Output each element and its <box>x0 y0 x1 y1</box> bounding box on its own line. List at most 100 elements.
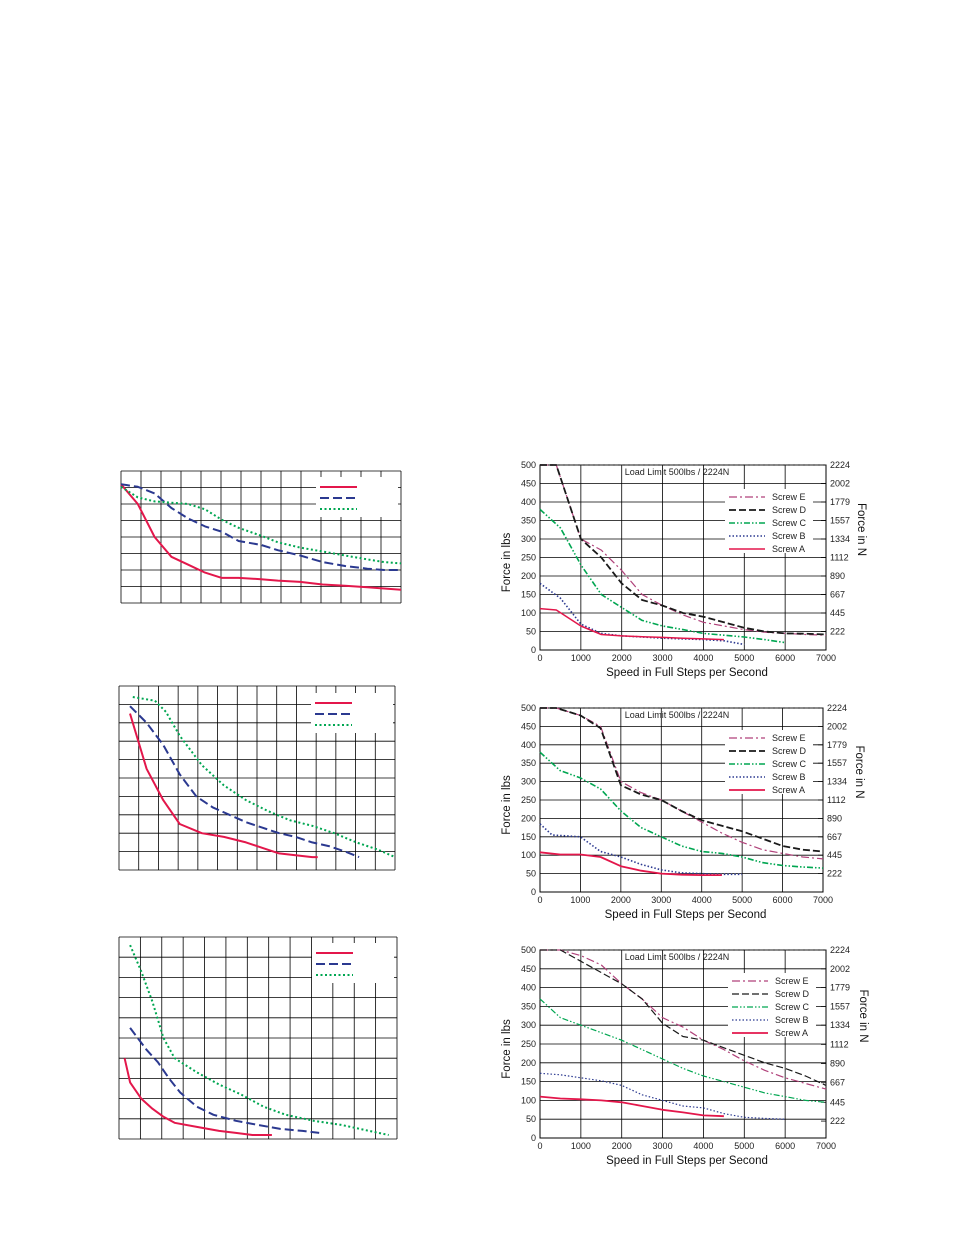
y-tick-label: 50 <box>526 869 536 879</box>
y2-tick-label: 1557 <box>830 1001 850 1011</box>
y-tick-label: 300 <box>521 534 536 544</box>
y2-tick-label: 445 <box>827 850 842 860</box>
series-line-a <box>539 1095 724 1118</box>
series-line-b <box>539 1072 786 1120</box>
x-tick-label: 3000 <box>653 1141 673 1151</box>
x-tick-label: 5000 <box>732 895 752 905</box>
y2-tick-label: 2002 <box>830 964 850 974</box>
series-line <box>132 696 396 859</box>
y2-tick-label: 2224 <box>830 945 850 955</box>
series-line-c <box>539 998 827 1103</box>
legend-box <box>316 477 398 517</box>
y2-tick-label: 1779 <box>827 740 847 750</box>
x-tick-label: 5000 <box>734 1141 754 1151</box>
y2-tick-label: 890 <box>827 813 842 823</box>
y2-tick-label: 222 <box>830 1116 845 1126</box>
y2-tick-label: 667 <box>830 1078 845 1088</box>
y-tick-label: 300 <box>521 1020 536 1030</box>
legend-label: Screw D <box>775 989 810 999</box>
legend-box <box>312 943 394 983</box>
y-tick-label: 450 <box>521 721 536 731</box>
x-axis-label: Speed in Full Steps per Second <box>606 1155 768 1167</box>
x-tick-label: 2000 <box>612 653 632 663</box>
y2-tick-label: 1112 <box>830 553 849 563</box>
y-tick-label: 450 <box>521 479 536 489</box>
load-limit-label: Load Limit 500lbs / 2224N <box>625 952 730 962</box>
y-tick-label: 350 <box>521 516 536 526</box>
y-tick-label: 150 <box>521 590 536 600</box>
x-tick-label: 1000 <box>570 895 590 905</box>
legend-label: Screw A <box>772 544 805 554</box>
x-tick-label: 4000 <box>693 1141 713 1151</box>
y2-tick-label: 2002 <box>830 479 850 489</box>
load-limit-label: Load Limit 500lbs / 2224N <box>625 710 730 720</box>
y-tick-label: 150 <box>521 832 536 842</box>
y2-tick-label: 222 <box>830 627 845 637</box>
legend-label: Screw C <box>772 759 807 769</box>
y-tick-label: 250 <box>521 1039 536 1049</box>
y2-tick-label: 2224 <box>830 460 850 470</box>
y-tick-label: 50 <box>526 627 536 637</box>
y-axis-label: Force in lbs <box>501 775 513 835</box>
y-axis-label: Force in lbs <box>501 533 513 593</box>
load-limit-label: Load Limit 500lbs / 2224N <box>625 467 730 477</box>
y2-tick-label: 445 <box>830 1097 845 1107</box>
legend-box <box>728 973 816 1037</box>
x-tick-label: 7000 <box>816 653 836 663</box>
series-line-b <box>539 823 743 876</box>
legend-label: Screw B <box>772 772 806 782</box>
x-tick-label: 4000 <box>692 895 712 905</box>
x-tick-label: 1000 <box>571 653 591 663</box>
y2-tick-label: 445 <box>830 608 845 618</box>
y-tick-label: 350 <box>521 1001 536 1011</box>
y-tick-label: 0 <box>531 1133 536 1143</box>
y-tick-label: 100 <box>521 1095 536 1105</box>
y-tick-label: 0 <box>531 645 536 655</box>
y-axis-label: Force in lbs <box>501 1019 513 1079</box>
series-line-c <box>539 508 786 644</box>
y2-tick-label: 1779 <box>830 497 850 507</box>
y2-tick-label: 1334 <box>827 777 847 787</box>
legend-label: Screw B <box>772 531 806 541</box>
y2-tick-label: 1112 <box>830 1039 849 1049</box>
x-tick-label: 7000 <box>816 1141 836 1151</box>
chart-right-2: 0 1000 2000 3000 4000 5000 6000 7000 0 50 100 150 20… <box>501 703 865 921</box>
legend-label: Screw E <box>772 492 806 502</box>
y-tick-label: 500 <box>521 703 536 713</box>
legend-label: Screw C <box>775 1002 810 1012</box>
series-line <box>129 1027 320 1134</box>
y-tick-label: 200 <box>521 813 536 823</box>
small-chart-left-1 <box>120 470 402 604</box>
series-line <box>129 705 360 859</box>
y-tick-label: 400 <box>521 983 536 993</box>
y2-tick-label: 1334 <box>830 534 850 544</box>
x-axis-label: Speed in Full Steps per Second <box>605 909 767 921</box>
legend-label: Screw D <box>772 746 807 756</box>
x-tick-label: 5000 <box>734 653 754 663</box>
y-tick-label: 100 <box>521 850 536 860</box>
series-line-a <box>539 851 722 876</box>
y-tick-label: 250 <box>521 795 536 805</box>
series-line-d <box>540 949 827 1086</box>
y-tick-label: 400 <box>521 740 536 750</box>
legend-label: Screw E <box>772 733 806 743</box>
x-tick-label: 0 <box>537 1141 542 1151</box>
y2-tick-label: 1557 <box>827 758 847 768</box>
y2-tick-label: 667 <box>830 590 845 600</box>
y-tick-label: 450 <box>521 964 536 974</box>
legend-label: Screw B <box>775 1015 809 1025</box>
x-tick-label: 2000 <box>611 895 631 905</box>
series-line <box>120 483 402 591</box>
y2-tick-label: 1779 <box>830 983 850 993</box>
small-chart-left-2 <box>118 685 396 871</box>
x-tick-label: 4000 <box>693 653 713 663</box>
x-tick-label: 7000 <box>813 895 833 905</box>
series-line <box>129 944 389 1136</box>
y-tick-label: 250 <box>521 553 536 563</box>
y2-axis-label: Force in N <box>857 989 869 1042</box>
y2-tick-label: 890 <box>830 1059 845 1069</box>
y-tick-label: 500 <box>521 460 536 470</box>
legend-label: Screw D <box>772 505 807 515</box>
x-tick-label: 6000 <box>775 1141 795 1151</box>
